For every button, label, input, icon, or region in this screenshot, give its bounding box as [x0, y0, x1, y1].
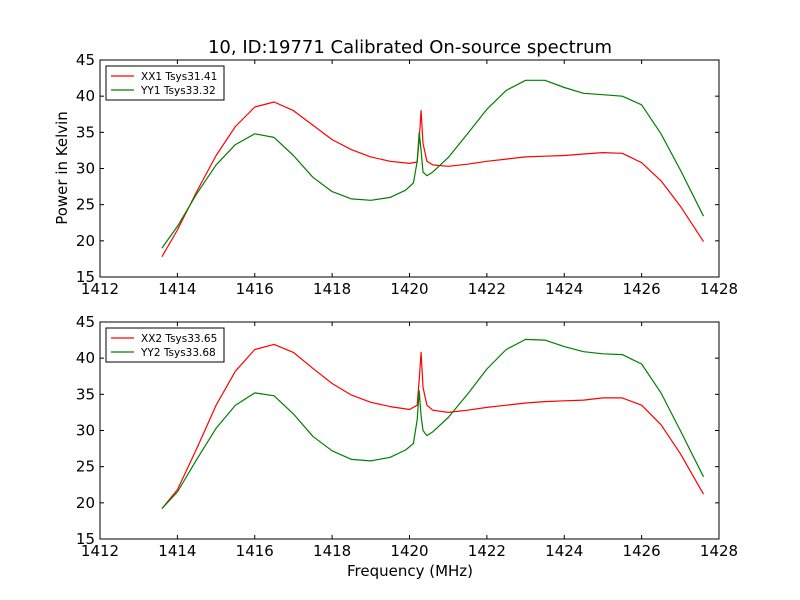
- x-tick-label: 1422: [468, 542, 506, 560]
- y-tick-label: 15: [76, 530, 95, 548]
- x-tick-label: 1418: [313, 542, 351, 560]
- x-tick-label: 1420: [390, 280, 428, 298]
- y-tick-label: 40: [76, 87, 95, 105]
- legend-box: [105, 65, 225, 101]
- y-tick-label: 45: [76, 51, 95, 69]
- x-tick-label: 1428: [700, 542, 738, 560]
- x-axis-label: Frequency (MHz): [347, 562, 473, 580]
- y-tick-label: 45: [76, 313, 95, 331]
- legend-box: [105, 327, 225, 363]
- series-line-yy1: [161, 79, 705, 249]
- y-tick-label: 25: [76, 196, 95, 214]
- y-tick-label: 30: [76, 422, 95, 440]
- top-panel: 1412 1414 1416 1418 1420 1422 1424 1426 1428 15 20…: [76, 51, 738, 298]
- x-tick-label: 1414: [158, 280, 196, 298]
- x-tick-label: 1422: [468, 280, 506, 298]
- x-tick-label: 1418: [313, 280, 351, 298]
- x-tick-label: 1416: [236, 280, 274, 298]
- y-tick-label: 35: [76, 123, 95, 141]
- x-tick-label: 1428: [700, 280, 738, 298]
- x-tick-label: 1412: [81, 280, 119, 298]
- x-tick-label: 1414: [158, 542, 196, 560]
- legend-entry: XX1 Tsys31.41: [141, 71, 217, 83]
- x-tick-label: 1424: [545, 542, 583, 560]
- legend-entry: XX2 Tsys33.65: [141, 333, 217, 345]
- y-tick-label: 15: [76, 268, 95, 286]
- x-tick-label: 1420: [390, 542, 428, 560]
- series-line-xx1: [161, 101, 705, 258]
- series-line-yy2: [161, 338, 705, 510]
- x-tick-label: 1426: [623, 280, 661, 298]
- y-tick-label: 20: [76, 232, 95, 250]
- x-tick-label: 1424: [545, 280, 583, 298]
- y-tick-label: 35: [76, 385, 95, 403]
- chart-title: 10, ID:19771 Calibrated On-source spectr…: [208, 37, 612, 58]
- legend-entry: YY2 Tsys33.68: [140, 347, 216, 359]
- y-tick-label: 25: [76, 458, 95, 476]
- legend-entry: YY1 Tsys33.32: [140, 85, 216, 97]
- y-axis-label: Power in Kelvin: [53, 111, 71, 225]
- y-tick-label: 20: [76, 494, 95, 512]
- y-tick-label: 30: [76, 160, 95, 178]
- series-line-xx2: [161, 343, 705, 509]
- y-tick-label: 40: [76, 349, 95, 367]
- x-tick-label: 1416: [236, 542, 274, 560]
- x-tick-label: 1426: [623, 542, 661, 560]
- bottom-panel: 1412 1414 1416 1418 1420 1422 1424 1426 1428 15 20…: [76, 313, 738, 560]
- x-tick-label: 1412: [81, 542, 119, 560]
